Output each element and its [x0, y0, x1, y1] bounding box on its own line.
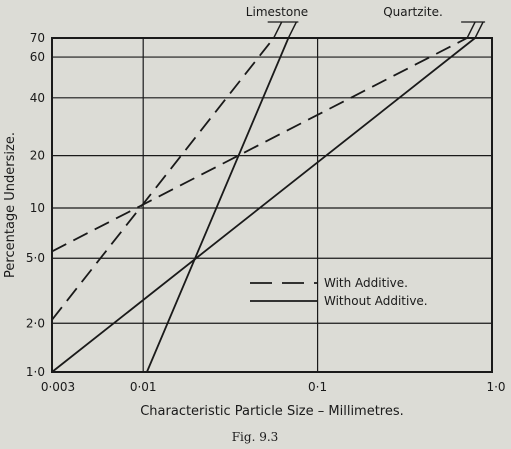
- legend-label: Without Additive.: [324, 294, 428, 308]
- label-leader: [466, 21, 476, 39]
- legend: With Additive. Without Additive.: [250, 276, 428, 308]
- x-tick-label: 0·1: [308, 380, 327, 394]
- y-tick-label: 70: [30, 31, 45, 45]
- y-axis-label: Percentage Undersize.: [3, 132, 18, 278]
- label-leader: [287, 21, 298, 39]
- tick-labels: 1·0 2·0 5·0 10 20 40 60 70 0·003 0·01 0·1 1·0: [26, 31, 506, 394]
- y-tick-label: 10: [30, 201, 45, 215]
- series-line: [51, 37, 275, 321]
- x-tick-label: 0·01: [130, 380, 157, 394]
- series-lines: [51, 37, 476, 373]
- x-tick-label: 1·0: [486, 380, 505, 394]
- y-tick-label: 2·0: [26, 316, 45, 330]
- label-leader: [273, 21, 283, 39]
- figure-caption: Fig. 9.3: [232, 430, 279, 444]
- material-labels: Limestone Quartzite.: [246, 5, 486, 39]
- series-line: [51, 37, 468, 253]
- series-line: [146, 37, 290, 373]
- y-tick-label: 20: [30, 149, 45, 163]
- series-label: Limestone: [246, 5, 308, 19]
- grid: [52, 38, 492, 372]
- y-tick-label: 1·0: [26, 365, 45, 379]
- y-tick-label: 40: [30, 91, 45, 105]
- series-line: [51, 37, 476, 373]
- x-axis-label: Characteristic Particle Size – Millimetr…: [140, 404, 404, 419]
- plot-frame: [51, 37, 493, 373]
- x-tick-label: 0·003: [41, 380, 75, 394]
- legend-label: With Additive.: [324, 276, 408, 290]
- y-tick-label: 5·0: [26, 251, 45, 265]
- y-tick-label: 60: [30, 50, 45, 64]
- label-leader: [474, 21, 484, 39]
- series-label: Quartzite.: [383, 5, 443, 19]
